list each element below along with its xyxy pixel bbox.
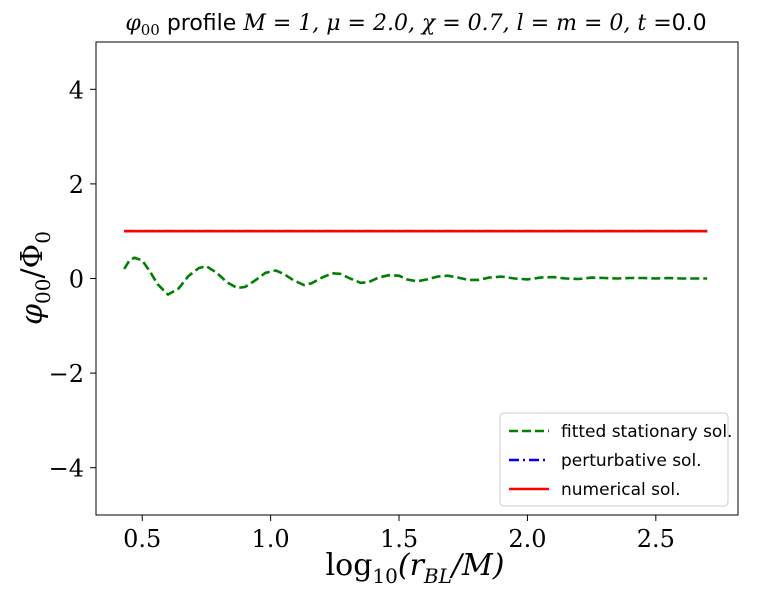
y-tick-label: 0 [69, 266, 84, 294]
series-fitted-stationary [123, 256, 708, 296]
legend-label-numerical: numerical sol. [561, 480, 681, 500]
title-time: 0.0 [672, 11, 707, 36]
y-tick-label: −4 [49, 455, 84, 483]
xlabel-arg-sub: BL [423, 564, 452, 588]
x-tick-label: 2.5 [637, 525, 675, 553]
series-layer [123, 229, 708, 296]
ylabel-phi: φ [15, 304, 50, 325]
y-tick-label: 2 [69, 171, 84, 199]
y-tick-label: −2 [49, 360, 84, 388]
title-params: M = 1, μ = 2.0, χ = 0.7, l = m = 0, t = [242, 11, 671, 36]
x-axis-label: log10(rBL/M) [326, 548, 505, 588]
legend-label-perturbative: perturbative sol. [561, 451, 702, 471]
xlabel-log: log [326, 548, 373, 583]
xlabel-suffix: /M) [449, 548, 505, 583]
xlabel-base: 10 [372, 564, 397, 588]
y-axis-label: φ00/Φ0 [15, 231, 55, 325]
chart-title: φ00 profile M = 1, μ = 2.0, χ = 0.7, l =… [125, 11, 706, 39]
y-ticks: −4 −2 0 2 4 [49, 76, 96, 483]
x-tick-label: 1.5 [380, 525, 418, 553]
x-tick-label: 0.5 [123, 525, 161, 553]
x-ticks: 0.5 1.0 1.5 2.0 2.5 [123, 515, 675, 553]
ylabel-phi-sub: 00 [31, 278, 55, 303]
title-phi: φ [125, 11, 141, 36]
title-word: profile [160, 11, 243, 36]
legend-label-fitted: fitted stationary sol. [561, 422, 732, 442]
legend-box [499, 412, 729, 507]
y-tick-label: 4 [69, 76, 84, 104]
legend: fitted stationary sol. perturbative sol.… [499, 412, 732, 507]
ylabel-den-sub: 0 [31, 231, 55, 244]
title-phi-sub: 00 [141, 21, 160, 39]
xlabel-arg: (r [398, 548, 426, 583]
ylabel-den: /Φ [15, 244, 50, 279]
x-tick-label: 2.0 [508, 525, 546, 553]
x-tick-label: 1.0 [252, 525, 290, 553]
